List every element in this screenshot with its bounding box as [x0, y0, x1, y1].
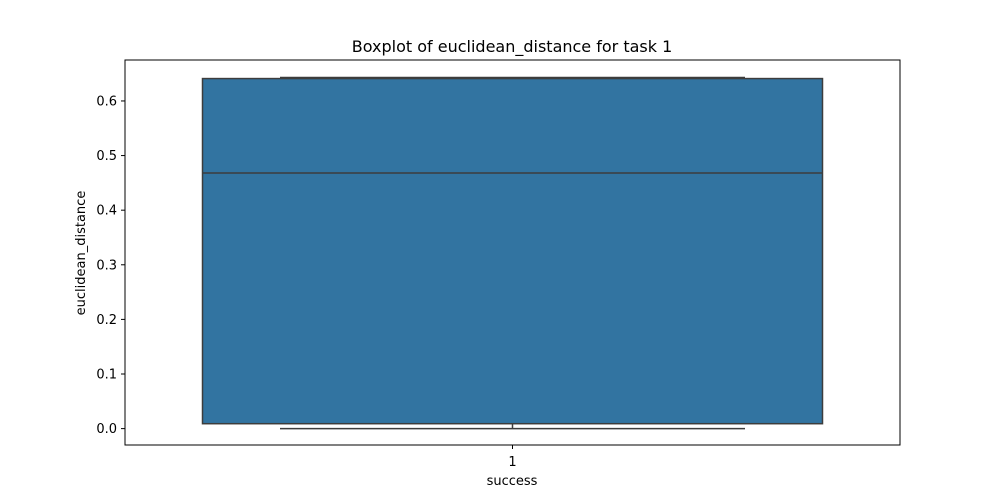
- y-tick-label: 0.0: [96, 422, 117, 437]
- x-tick-label: 1: [508, 455, 516, 470]
- y-tick-label: 0.4: [96, 204, 117, 219]
- y-tick-label: 0.2: [96, 313, 117, 328]
- y-tick-label: 0.5: [96, 149, 117, 164]
- y-axis-label: euclidean_distance: [74, 191, 89, 316]
- chart-title: Boxplot of euclidean_distance for task 1: [352, 37, 673, 57]
- y-tick-label: 0.1: [96, 368, 117, 383]
- plot-area: [201, 76, 824, 430]
- box-iqr: [201, 77, 824, 425]
- x-axis-label: success: [487, 474, 538, 489]
- y-tick-label: 0.6: [96, 94, 117, 109]
- y-tick-label: 0.3: [96, 258, 117, 273]
